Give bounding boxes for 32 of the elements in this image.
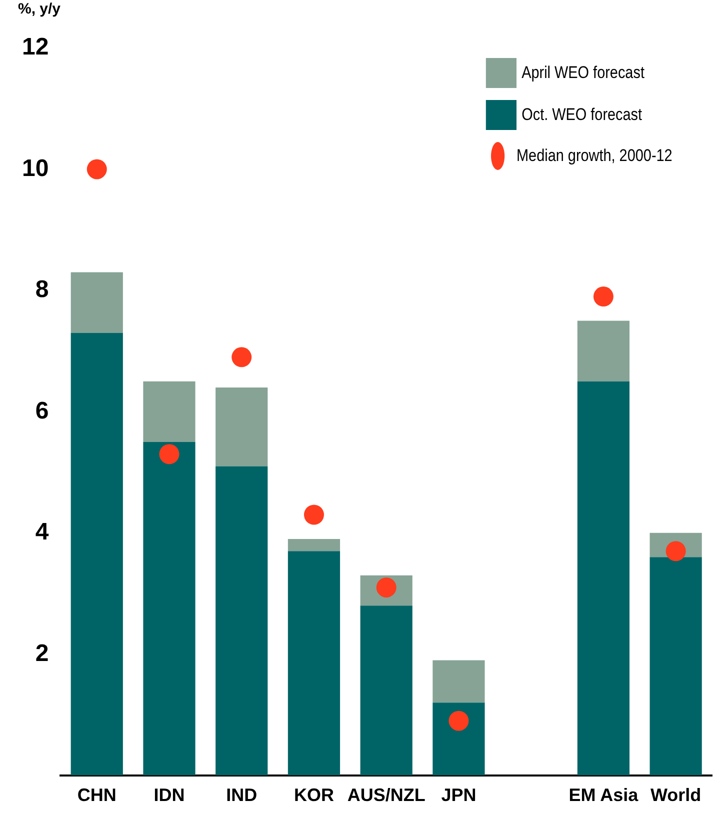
x-tick-label: KOR bbox=[294, 785, 334, 806]
y-tick-label: 4 bbox=[35, 518, 50, 546]
y-tick-label: 12 bbox=[22, 34, 49, 61]
x-tick-label: JPN bbox=[441, 785, 476, 806]
y-tick-label: 6 bbox=[35, 397, 49, 424]
bar bbox=[360, 606, 412, 776]
x-tick-label: CHN bbox=[77, 785, 116, 806]
legend-label: Oct. WEO forecast bbox=[521, 105, 642, 125]
bar bbox=[577, 381, 630, 776]
y-tick-label: 8 bbox=[35, 276, 49, 304]
x-tick-label: EM Asia bbox=[568, 785, 640, 806]
bar bbox=[216, 387, 268, 466]
legend-label: April WEO forecast bbox=[521, 63, 644, 83]
y-tick-label: 10 bbox=[22, 154, 49, 182]
bar bbox=[432, 660, 485, 703]
legend-label: Median growth, 2000-12 bbox=[516, 146, 672, 166]
bar bbox=[577, 320, 630, 382]
x-tick-label: IDN bbox=[154, 785, 185, 806]
bar bbox=[288, 551, 340, 776]
bar bbox=[143, 381, 196, 442]
bar bbox=[432, 702, 485, 776]
x-tick-label: World bbox=[650, 785, 702, 806]
bar bbox=[216, 466, 268, 776]
bar bbox=[70, 272, 123, 333]
y-axis-title: %, y/y bbox=[18, 0, 62, 18]
x-tick-label: IND bbox=[226, 785, 258, 806]
bar bbox=[70, 332, 123, 776]
bar bbox=[143, 442, 196, 776]
bar bbox=[650, 557, 702, 776]
bar bbox=[288, 538, 340, 552]
y-tick-label: 2 bbox=[35, 640, 49, 667]
x-tick-label: AUS/NZL bbox=[347, 785, 426, 806]
